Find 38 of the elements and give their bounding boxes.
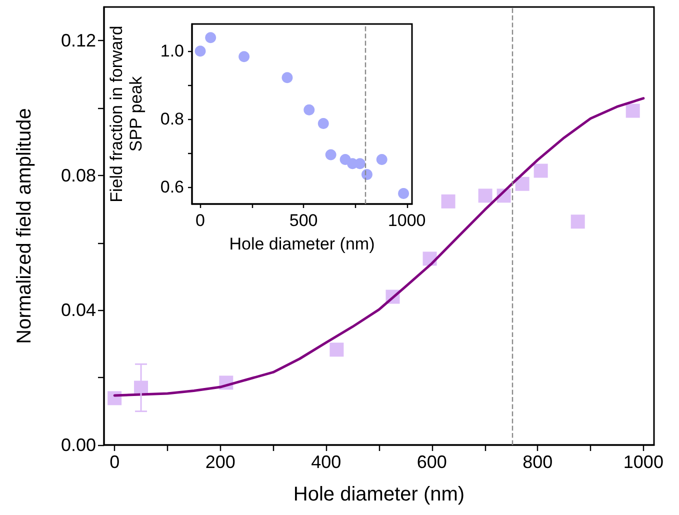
x-axis-title: Hole diameter (nm) — [229, 234, 375, 254]
y-tick-label: 0.8 — [160, 110, 184, 129]
x-tick-label: 600 — [416, 452, 447, 472]
point — [318, 118, 329, 130]
x-axis-title: Hole diameter (nm) — [293, 484, 465, 506]
point — [304, 104, 315, 116]
point — [441, 194, 456, 208]
point — [325, 149, 336, 160]
point — [626, 104, 640, 118]
point — [398, 188, 410, 199]
point — [238, 51, 250, 62]
x-tick-label: 500 — [289, 211, 318, 230]
point — [194, 46, 206, 57]
point — [534, 164, 548, 178]
point — [330, 342, 344, 357]
y-axis-title: Normalized field amplitude — [14, 108, 36, 344]
point — [361, 168, 372, 180]
x-tick-label: 0 — [196, 211, 205, 230]
x-tick-label: 400 — [311, 452, 342, 472]
y-tick-label: 0.6 — [160, 178, 184, 197]
y-tick-label: 0.00 — [60, 435, 96, 455]
y-axis-title: Field fraction in forward SPP peak — [107, 26, 146, 202]
point — [108, 391, 122, 406]
point — [570, 214, 585, 229]
y-tick-label: 0.12 — [60, 30, 96, 51]
y-tick-label: 0.04 — [60, 300, 96, 320]
point — [376, 154, 388, 166]
y-tick-label: 1.0 — [160, 42, 184, 61]
point — [282, 72, 293, 84]
point — [478, 188, 492, 203]
x-tick-label: 1000 — [623, 452, 664, 472]
x-tick-label: 0 — [110, 452, 120, 472]
x-tick-label: 800 — [522, 452, 553, 472]
x-tick-label: 1000 — [388, 211, 426, 230]
point — [205, 32, 216, 44]
y-tick-label: 0.08 — [60, 165, 96, 186]
point — [515, 176, 530, 191]
x-tick-label: 200 — [205, 452, 236, 472]
